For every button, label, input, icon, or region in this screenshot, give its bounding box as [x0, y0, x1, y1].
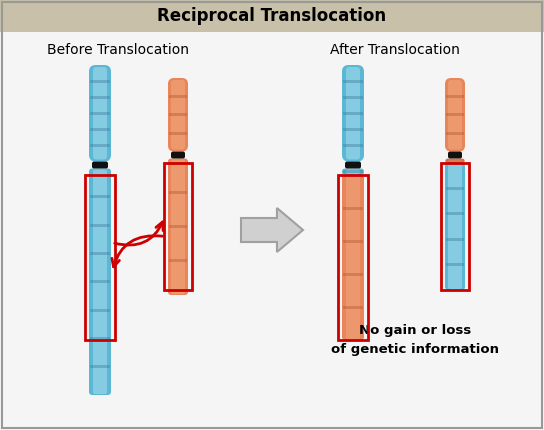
Bar: [90, 80, 110, 83]
Bar: [90, 224, 110, 227]
FancyBboxPatch shape: [448, 151, 462, 159]
Bar: [90, 280, 110, 283]
FancyBboxPatch shape: [445, 78, 465, 151]
FancyBboxPatch shape: [445, 163, 465, 290]
Polygon shape: [241, 208, 303, 252]
Bar: [446, 263, 464, 266]
Bar: [90, 365, 110, 368]
Bar: [169, 113, 187, 116]
Bar: [343, 206, 363, 209]
Text: Reciprocal Translocation: Reciprocal Translocation: [157, 7, 387, 25]
FancyBboxPatch shape: [448, 164, 462, 289]
FancyBboxPatch shape: [342, 175, 364, 340]
Bar: [90, 95, 110, 98]
Bar: [446, 159, 464, 162]
FancyBboxPatch shape: [345, 162, 361, 169]
Text: Before Translocation: Before Translocation: [47, 43, 189, 57]
FancyBboxPatch shape: [346, 169, 360, 174]
Bar: [169, 191, 187, 194]
Bar: [0, 0, 544, 32]
Bar: [343, 305, 363, 308]
FancyBboxPatch shape: [89, 169, 111, 395]
FancyBboxPatch shape: [342, 169, 364, 175]
Bar: [446, 95, 464, 98]
Bar: [343, 128, 363, 131]
FancyBboxPatch shape: [93, 67, 107, 160]
FancyBboxPatch shape: [93, 169, 107, 394]
Bar: [169, 132, 187, 135]
FancyBboxPatch shape: [168, 78, 188, 151]
Bar: [169, 259, 187, 262]
Bar: [446, 113, 464, 116]
Bar: [343, 95, 363, 98]
FancyBboxPatch shape: [171, 80, 185, 150]
Bar: [90, 337, 110, 340]
FancyBboxPatch shape: [168, 159, 188, 295]
Bar: [169, 95, 187, 98]
FancyBboxPatch shape: [342, 65, 364, 162]
Bar: [85, 175, 115, 340]
FancyBboxPatch shape: [89, 65, 111, 162]
Bar: [164, 163, 192, 290]
Bar: [343, 240, 363, 243]
Text: No gain or loss
of genetic information: No gain or loss of genetic information: [331, 324, 499, 356]
FancyBboxPatch shape: [445, 159, 465, 163]
Bar: [169, 225, 187, 228]
Bar: [343, 170, 363, 173]
Bar: [90, 144, 110, 147]
FancyBboxPatch shape: [92, 162, 108, 169]
FancyBboxPatch shape: [346, 176, 360, 339]
Bar: [446, 238, 464, 241]
Bar: [338, 175, 368, 340]
FancyBboxPatch shape: [171, 160, 185, 294]
Bar: [90, 309, 110, 312]
FancyBboxPatch shape: [448, 80, 462, 150]
Bar: [90, 252, 110, 255]
FancyBboxPatch shape: [448, 160, 462, 162]
FancyBboxPatch shape: [346, 67, 360, 160]
Bar: [90, 195, 110, 198]
Bar: [343, 112, 363, 115]
Bar: [90, 128, 110, 131]
Bar: [446, 212, 464, 215]
Bar: [446, 187, 464, 190]
FancyBboxPatch shape: [171, 151, 185, 159]
Bar: [441, 163, 469, 290]
Bar: [90, 112, 110, 115]
FancyArrowPatch shape: [115, 222, 163, 245]
Bar: [343, 273, 363, 276]
Bar: [343, 80, 363, 83]
FancyArrowPatch shape: [112, 236, 162, 267]
Bar: [446, 132, 464, 135]
Text: After Translocation: After Translocation: [330, 43, 460, 57]
Bar: [343, 144, 363, 147]
